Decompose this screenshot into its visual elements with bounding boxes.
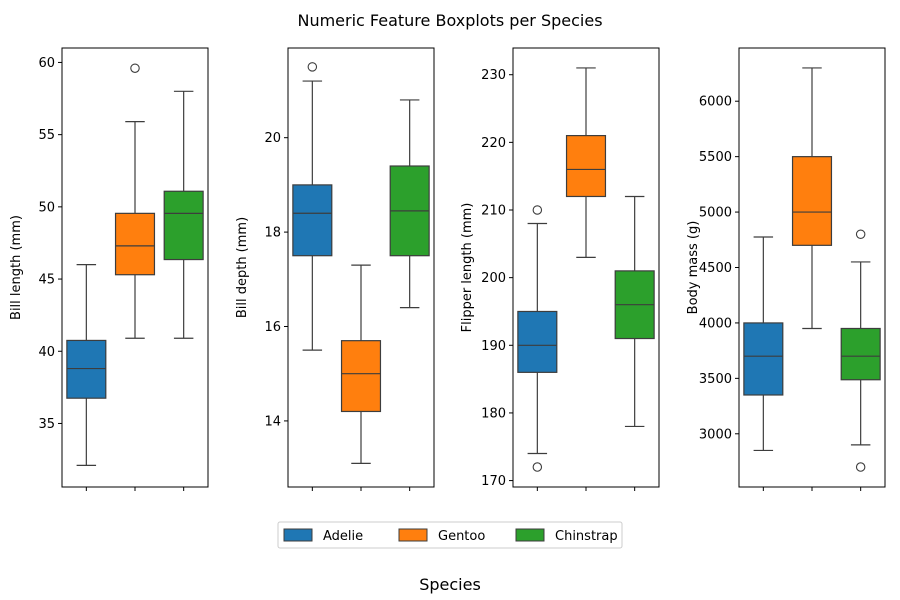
panel-2: 14 16 18 20 Bill depth (mm) xyxy=(235,47,435,491)
iqr-box xyxy=(840,327,881,381)
box-adelie xyxy=(66,264,107,466)
y-tick-label: 230 xyxy=(481,68,506,83)
iqr-box xyxy=(791,156,833,246)
panel-1: 35 40 45 50 55 60 Bill length (mm) xyxy=(9,47,209,491)
iqr-box xyxy=(66,339,107,399)
legend-swatch xyxy=(398,528,428,542)
y-tick-label: 45 xyxy=(38,273,55,288)
iqr-box xyxy=(340,340,382,413)
y-tick-label: 35 xyxy=(38,417,55,432)
y-tick-label: 210 xyxy=(481,204,506,219)
legend-swatch xyxy=(283,528,313,542)
y-tick-label: 16 xyxy=(264,320,281,335)
y-tick-label: 190 xyxy=(481,339,506,354)
y-axis-label: Body mass (g) xyxy=(686,221,701,315)
iqr-box xyxy=(163,190,204,261)
box-adelie xyxy=(517,205,558,472)
legend-label: Adelie xyxy=(323,529,363,544)
y-tick-label: 60 xyxy=(38,56,55,71)
box-gentoo xyxy=(114,63,156,339)
box-chinstrap xyxy=(614,195,655,428)
y-tick-label: 170 xyxy=(481,474,506,489)
panel-3: 170 180 190 200 210 220 230 Flipper length (mm) xyxy=(460,47,660,491)
panel-4: 3000 3500 4000 4500 5000 5500 6000 Body mass (g… xyxy=(686,47,886,491)
figure-title: Numeric Feature Boxplots per Species xyxy=(297,11,602,30)
y-tick-label: 6000 xyxy=(699,95,732,110)
y-tick-label: 55 xyxy=(38,128,55,143)
y-tick-label: 18 xyxy=(264,226,281,241)
box-chinstrap xyxy=(840,229,881,472)
box-adelie xyxy=(743,236,784,452)
y-tick-label: 5500 xyxy=(699,150,732,165)
figure-xlabel: Species xyxy=(419,575,481,594)
iqr-box xyxy=(114,212,156,276)
y-axis-label: Bill depth (mm) xyxy=(235,217,250,318)
legend-label: Gentoo xyxy=(438,529,485,544)
y-axis-label: Flipper length (mm) xyxy=(460,203,475,333)
y-tick-label: 200 xyxy=(481,271,506,286)
outlier-point xyxy=(307,62,318,72)
y-tick-label: 3500 xyxy=(699,372,732,387)
legend-item-adelie: Adelie xyxy=(283,528,363,544)
y-tick-label: 4000 xyxy=(699,316,732,331)
legend-swatch xyxy=(515,528,545,542)
y-tick-label: 50 xyxy=(38,200,55,215)
iqr-box xyxy=(565,134,607,198)
y-tick-label: 14 xyxy=(264,414,281,429)
y-tick-label: 40 xyxy=(38,345,55,360)
legend-label: Chinstrap xyxy=(555,529,618,544)
box-gentoo xyxy=(340,264,382,464)
panels: 35 40 45 50 55 60 Bill length (mm) 14 16 18 20 Bill… xyxy=(9,47,886,491)
outlier-point xyxy=(532,462,543,472)
box-adelie xyxy=(292,62,333,351)
legend: Adelie Gentoo Chinstrap xyxy=(277,521,623,549)
y-tick-label: 4500 xyxy=(699,261,732,276)
legend-item-gentoo: Gentoo xyxy=(398,528,485,544)
iqr-box xyxy=(517,310,558,373)
outlier-point xyxy=(532,205,543,215)
y-tick-label: 5000 xyxy=(699,206,732,221)
y-tick-label: 20 xyxy=(264,131,281,146)
box-gentoo xyxy=(565,67,607,258)
outlier-point xyxy=(855,462,866,472)
iqr-box xyxy=(292,184,333,257)
y-axis-label: Bill length (mm) xyxy=(9,215,24,320)
box-chinstrap xyxy=(163,90,204,339)
legend-item-chinstrap: Chinstrap xyxy=(515,528,618,544)
y-tick-label: 180 xyxy=(481,406,506,421)
box-chinstrap xyxy=(389,99,430,309)
iqr-box xyxy=(743,322,784,396)
y-tick-label: 3000 xyxy=(699,427,732,442)
y-tick-label: 220 xyxy=(481,136,506,151)
box-gentoo xyxy=(791,67,833,330)
outlier-point xyxy=(855,229,866,239)
outlier-point xyxy=(130,63,140,73)
